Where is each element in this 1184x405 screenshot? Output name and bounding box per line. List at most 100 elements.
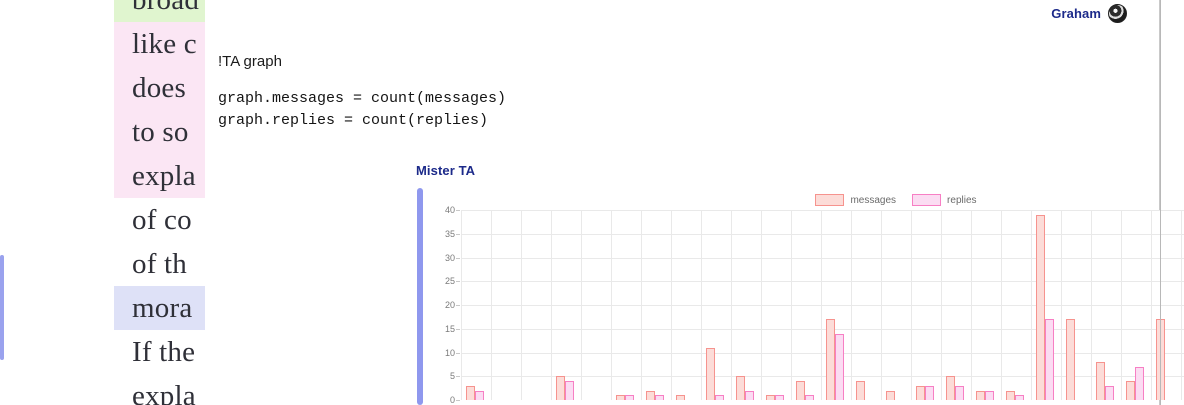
chart-bar-group xyxy=(611,210,641,400)
chart-bar-messages xyxy=(1125,381,1135,400)
chart-bar-messages xyxy=(735,376,745,400)
chart-bar-replies xyxy=(564,381,574,400)
document-line: expla xyxy=(132,380,196,405)
legend-item-messages: messages xyxy=(815,194,896,206)
document-line: If the xyxy=(132,336,196,368)
chart-bar-messages xyxy=(855,381,865,400)
chart-gridline-vertical xyxy=(551,210,552,400)
chart-gridline-vertical xyxy=(641,210,642,400)
chart-gridline-vertical xyxy=(491,210,492,400)
assistant-message-accent-bar xyxy=(417,188,423,405)
chart-gridline-vertical xyxy=(1001,210,1002,400)
chart-gridline-vertical xyxy=(581,210,582,400)
chart-bar-group xyxy=(581,210,611,400)
chart-gridline-vertical xyxy=(941,210,942,400)
chart-bar-replies xyxy=(804,395,814,400)
chart-legend: messages replies xyxy=(431,190,1184,210)
message-author-name: Graham xyxy=(1051,6,1101,21)
chart-bar-group xyxy=(911,210,941,400)
chart-y-tick-label: 40 xyxy=(444,205,461,215)
chart-plot-area: 0 5 10 15 20 25 30 35 40 xyxy=(431,205,1184,405)
chart-gridline-vertical xyxy=(671,210,672,400)
chart-gridline-horizontal xyxy=(461,233,1184,235)
chart-gridline-vertical xyxy=(851,210,852,400)
legend-swatch-messages xyxy=(815,194,845,206)
user-command-text: !TA graph xyxy=(218,53,282,70)
chart-bar-group xyxy=(821,210,851,400)
chart-y-tick-label: 5 xyxy=(449,371,461,382)
chart-bar-group xyxy=(671,210,701,400)
chart-gridline-vertical xyxy=(761,210,762,400)
chart-bar-replies xyxy=(714,395,724,400)
chart-bar-replies xyxy=(834,333,844,400)
chart-bar-group xyxy=(641,210,671,400)
chart-bar-replies xyxy=(924,385,934,400)
chart-gridline-vertical xyxy=(1151,210,1152,400)
user-code-block: graph.messages = count(messages) graph.r… xyxy=(218,90,507,129)
chart-gridline-vertical xyxy=(1181,210,1182,400)
chart-bar-group xyxy=(941,210,971,400)
chart-y-tick-label: 30 xyxy=(444,252,461,263)
user-message-body: !TA graph graph.messages = count(message… xyxy=(218,50,1148,132)
chart-gridline-horizontal xyxy=(461,257,1184,259)
chart-bar-messages xyxy=(465,385,475,400)
chart-bar-group xyxy=(521,210,551,400)
chart-bar-messages xyxy=(1095,362,1105,400)
chart-bar-replies xyxy=(654,395,664,400)
chart-bar-group xyxy=(1061,210,1091,400)
chart-gridline-horizontal xyxy=(461,376,1184,378)
chart-bar-messages xyxy=(945,376,955,400)
chart-bar-messages xyxy=(675,395,685,400)
ta-graph-chart: messages replies 0 5 10 15 20 25 30 35 40 xyxy=(431,190,1184,405)
chart-bar-group xyxy=(731,210,761,400)
chart-gridline-vertical xyxy=(911,210,912,400)
chart-gridline-vertical xyxy=(1091,210,1092,400)
chart-bar-group xyxy=(701,210,731,400)
message-author-header: Graham xyxy=(1051,4,1127,23)
chart-bar-messages xyxy=(825,319,835,400)
legend-label-messages: messages xyxy=(850,194,897,206)
legend-item-replies: replies xyxy=(912,194,977,206)
document-scrollbar[interactable] xyxy=(0,255,4,360)
chart-gridline-horizontal xyxy=(461,210,1184,211)
chart-bar-group xyxy=(1091,210,1121,400)
chart-bar-group xyxy=(851,210,881,400)
chart-bar-group xyxy=(491,210,521,400)
chart-bar-replies xyxy=(774,395,784,400)
chart-y-tick-label: 15 xyxy=(444,323,461,334)
chart-bar-group xyxy=(1121,210,1151,400)
chart-y-tick-label: 35 xyxy=(444,228,461,239)
user-avatar-icon xyxy=(1108,4,1127,23)
chart-bar-replies xyxy=(1104,385,1114,400)
chart-y-tick-label: 10 xyxy=(444,347,461,358)
chart-bar-messages xyxy=(615,395,625,400)
assistant-author-name: Mister TA xyxy=(416,163,476,178)
chart-bar-replies xyxy=(954,385,964,400)
legend-swatch-replies xyxy=(912,194,942,206)
chart-bar-messages xyxy=(1065,319,1075,400)
chart-y-tick-label: 25 xyxy=(444,276,461,287)
chart-gridlines xyxy=(461,210,1184,400)
chart-gridline-horizontal xyxy=(461,281,1184,283)
chart-bar-messages xyxy=(885,390,895,400)
chart-bar-replies xyxy=(1014,395,1024,400)
chart-bar-messages xyxy=(765,395,775,400)
document-line: of th xyxy=(132,248,187,280)
panel-right-border xyxy=(1160,0,1161,405)
chart-bar-messages xyxy=(795,381,805,400)
chart-bar-group xyxy=(1031,210,1061,400)
chart-gridline-vertical xyxy=(821,210,822,400)
chart-bar-group xyxy=(971,210,1001,400)
chart-bar-replies xyxy=(984,390,994,400)
chart-gridline-vertical xyxy=(521,210,522,400)
chart-gridline-vertical xyxy=(1121,210,1122,400)
chart-gridline-horizontal xyxy=(461,328,1184,330)
chart-bar-group xyxy=(551,210,581,400)
chart-gridline-vertical xyxy=(731,210,732,400)
chart-bar-group xyxy=(1151,210,1181,400)
chart-bar-replies xyxy=(474,390,484,400)
chart-gridline-vertical xyxy=(1031,210,1032,400)
chart-gridline-vertical xyxy=(1061,210,1062,400)
chart-bar-messages xyxy=(915,385,925,400)
